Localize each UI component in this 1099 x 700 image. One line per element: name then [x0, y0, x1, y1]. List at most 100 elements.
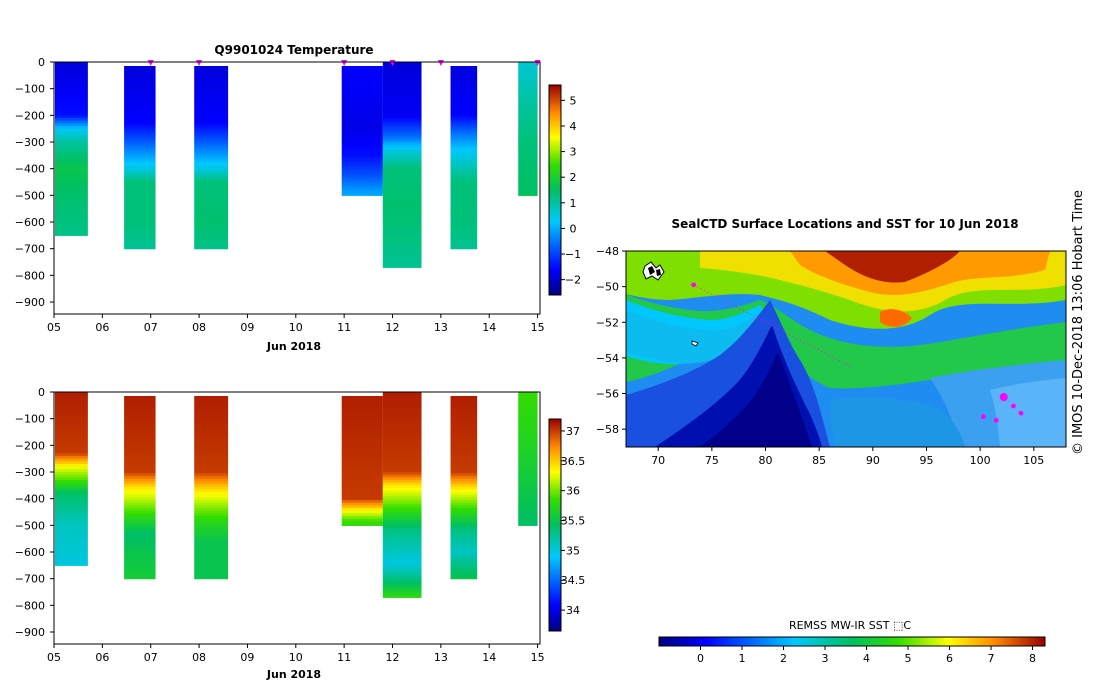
salinity-colorbar-ticks: 37 36.5 36 35.5 35 34.5 34 [561, 425, 586, 617]
profile-cell [54, 432, 88, 436]
profile-cell [341, 76, 383, 80]
profile-cell [450, 188, 478, 192]
profile-cell [54, 480, 88, 484]
profile-cell [54, 200, 88, 204]
profile-cell [54, 64, 88, 68]
profile-cell [341, 398, 383, 402]
profile-cell [382, 240, 422, 244]
profile-cell [382, 243, 422, 247]
profile-cell [54, 227, 88, 231]
profile-cell [54, 184, 88, 188]
profile-cell [124, 234, 156, 238]
profile-cell [450, 164, 478, 168]
colorbar-tick-label: 37 [566, 425, 580, 438]
profile-cell [54, 482, 88, 486]
profile-cell [124, 537, 156, 541]
profile-cell [518, 144, 538, 148]
profile-cell [450, 79, 478, 83]
profile-cell [194, 446, 229, 450]
profile-cell [194, 564, 229, 568]
profile-cell [382, 238, 422, 242]
profile-cell [382, 589, 422, 593]
profile-cell [518, 429, 538, 433]
profile-cell [382, 458, 422, 462]
profile-cell [124, 114, 156, 118]
profile-cell [124, 218, 156, 222]
profile-cell [382, 62, 422, 66]
profile-cell [54, 128, 88, 132]
profile-cell [124, 484, 156, 488]
profile-cell [54, 453, 88, 457]
profile-cell [124, 66, 156, 70]
y-tick-label: −300 [15, 136, 45, 149]
profile-cell [450, 409, 478, 413]
sst-colorbar-tick-label: 0 [697, 652, 704, 665]
profile-cell [124, 239, 156, 243]
profile-cell [124, 516, 156, 520]
profile-cell [518, 110, 538, 114]
profile-cell [450, 247, 478, 250]
profile-cell [450, 500, 478, 504]
profile-cell [124, 486, 156, 490]
profile-cell [124, 194, 156, 198]
temperature-profiles [54, 62, 538, 268]
x-tick-label: 07 [144, 651, 158, 664]
sst-colorbar-tick-label: 7 [988, 652, 995, 665]
profile-cell [124, 526, 156, 530]
profile-cell [341, 460, 383, 464]
profile-cell [124, 510, 156, 514]
profile-cell [382, 123, 422, 127]
profile-cell [518, 520, 538, 524]
profile-cell [382, 408, 422, 412]
profile-cell [54, 557, 88, 561]
profile-cell [194, 518, 229, 522]
profile-cell [341, 433, 383, 437]
profile-cell [450, 162, 478, 166]
profile-cell [518, 131, 538, 135]
profile-cell [382, 576, 422, 580]
profile-cell [341, 71, 383, 75]
profile-cell [518, 78, 538, 82]
profile-cell [341, 454, 383, 458]
profile-cell [194, 502, 229, 506]
profile-cell [518, 512, 538, 516]
profile-cell [341, 132, 383, 136]
profile-time-marker [196, 60, 203, 66]
profile-cell [450, 537, 478, 541]
profile-cell [341, 84, 383, 88]
profile-cell [194, 156, 229, 160]
profile-cell [194, 220, 229, 224]
profile-cell [124, 406, 156, 410]
y-tick-label: −900 [15, 296, 45, 309]
seal-location-point [993, 417, 999, 423]
profile-cell [124, 545, 156, 549]
profile-cell [54, 144, 88, 148]
profile-cell [54, 560, 88, 564]
profile-cell [194, 100, 229, 104]
profile-cell [194, 476, 229, 480]
profile-cell [518, 453, 538, 457]
profile-cell [382, 410, 422, 414]
profile-cell [194, 534, 229, 538]
y-tick-label: −400 [15, 493, 45, 506]
profile-cell [518, 496, 538, 500]
profile-cell [382, 440, 422, 444]
profile-cell [194, 452, 229, 456]
profile-cell [194, 545, 229, 549]
profile-cell [518, 168, 538, 172]
profile-cell [194, 553, 229, 557]
profile-cell [382, 466, 422, 470]
profile-cell [54, 522, 88, 526]
profile-cell [124, 212, 156, 216]
profile-cell [54, 496, 88, 500]
profile-cell [450, 242, 478, 246]
profile-cell [194, 111, 229, 115]
profile-cell [124, 178, 156, 182]
sst-colorbar-ticks: 0 1 2 3 4 5 6 7 8 [697, 646, 1036, 665]
profile-cell [124, 82, 156, 86]
profile-cell [54, 477, 88, 481]
profile-cell [194, 138, 229, 142]
profile-cell [54, 464, 88, 468]
profile-cell [382, 536, 422, 540]
profile-cell [194, 82, 229, 86]
